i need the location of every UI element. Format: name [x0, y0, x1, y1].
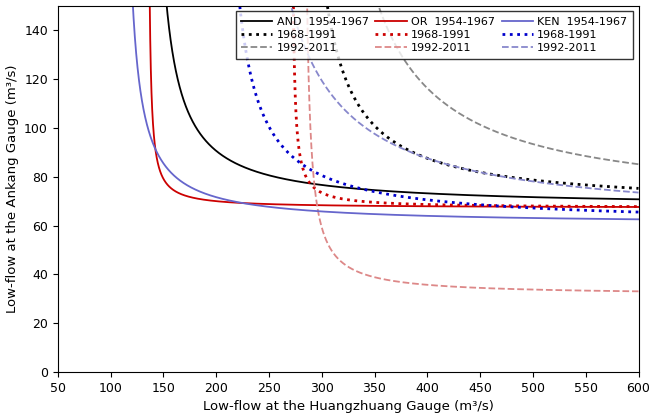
X-axis label: Low-flow at the Huangzhuang Gauge (m³/s): Low-flow at the Huangzhuang Gauge (m³/s) [203, 401, 493, 414]
Y-axis label: Low-flow at the Ankang Gauge (m³/s): Low-flow at the Ankang Gauge (m³/s) [5, 65, 18, 313]
Legend: AND  1954-1967, 1968-1991, 1992-2011, OR  1954-1967, 1968-1991, 1992-2011, KEN  : AND 1954-1967, 1968-1991, 1992-2011, OR … [236, 11, 633, 59]
